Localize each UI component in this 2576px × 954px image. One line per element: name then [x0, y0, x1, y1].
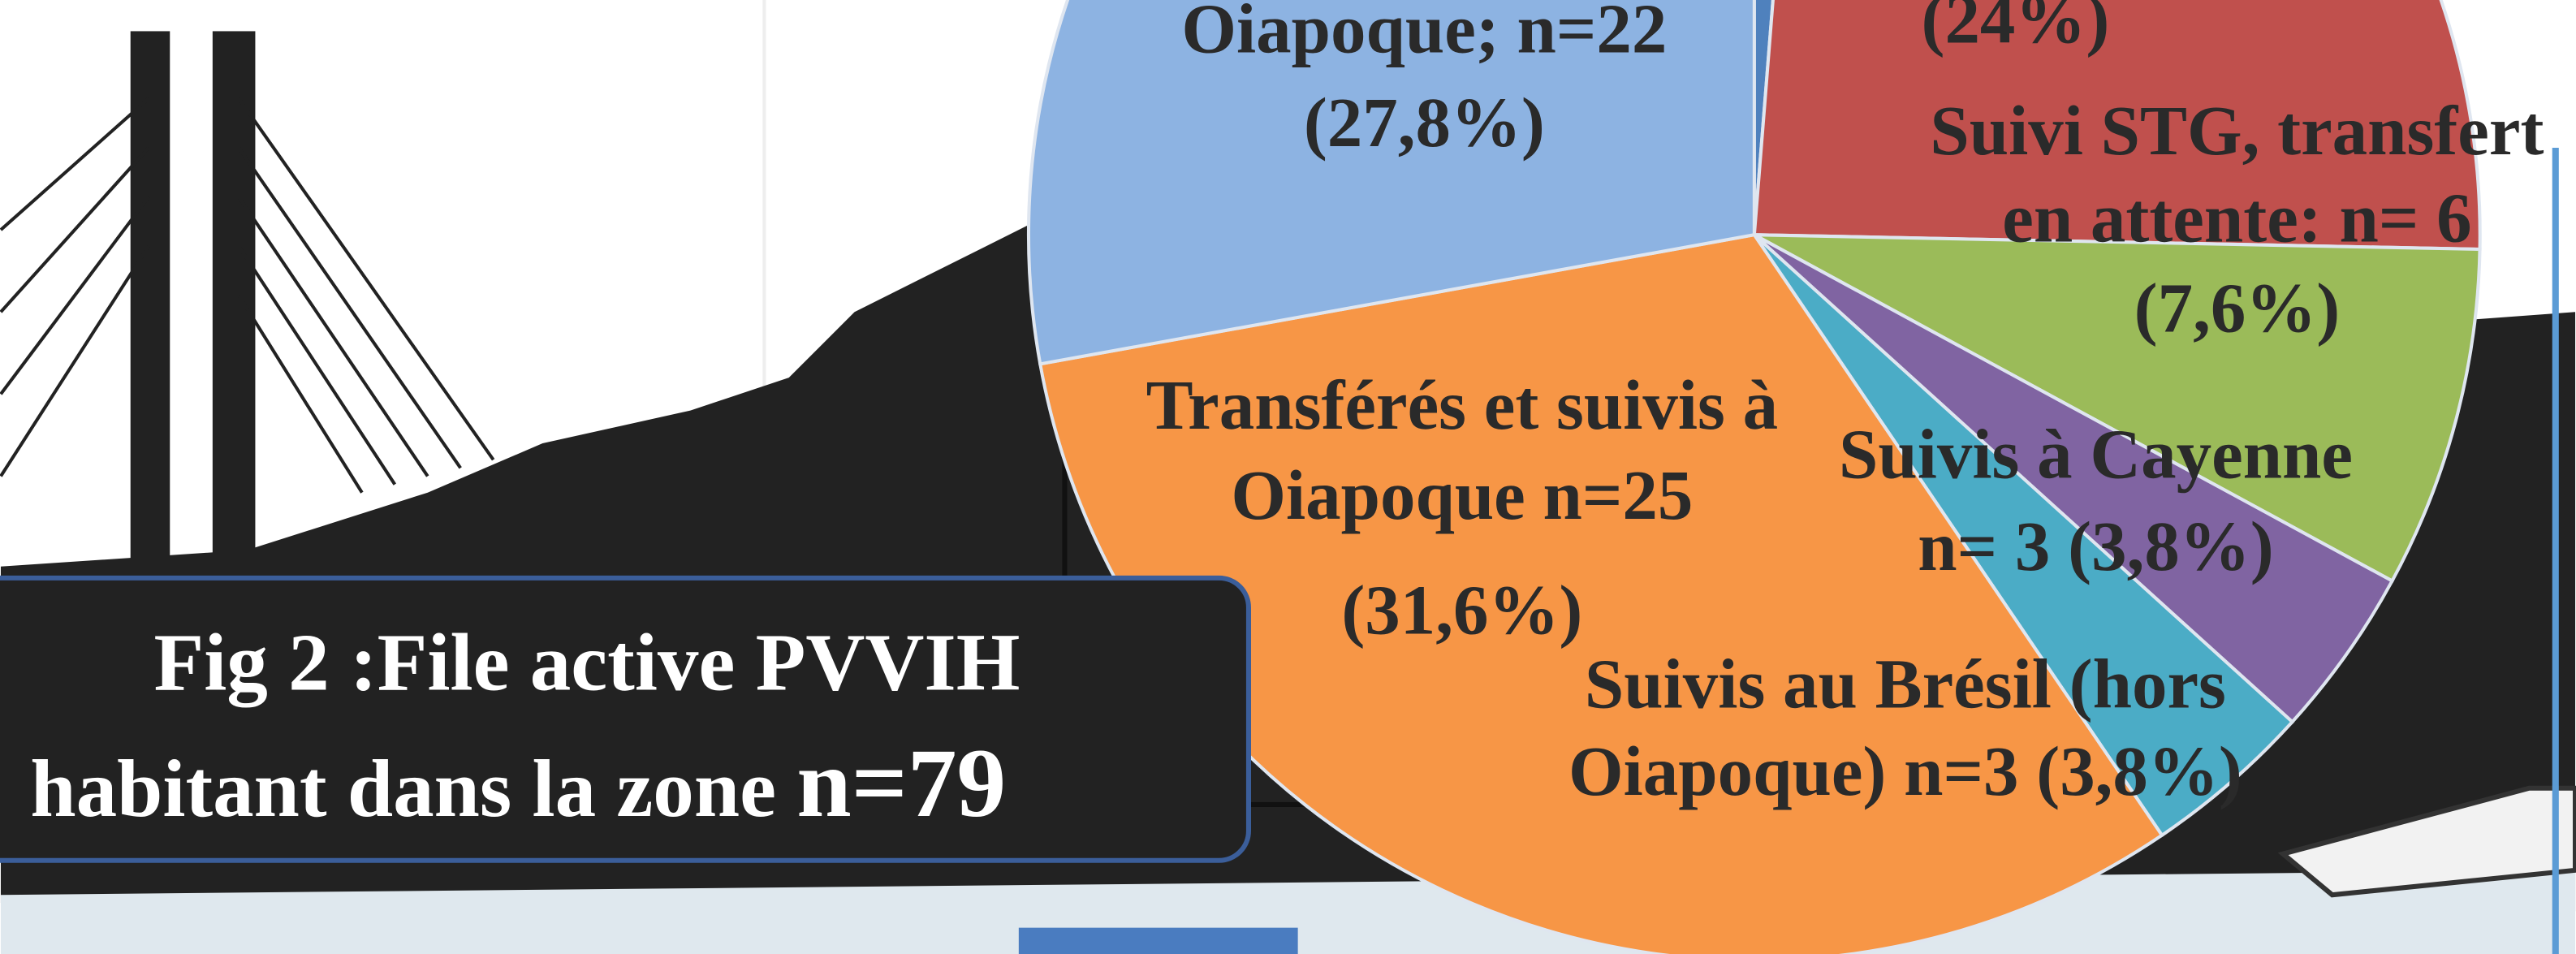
slice-label: Oiapoque; n=22 [1181, 0, 1667, 68]
slice-label: Transférés et suivis à [1146, 366, 1778, 444]
slice-label: (24%) [1921, 0, 2109, 58]
slice-label: Suivi STG, transfert [1930, 92, 2544, 170]
slice-label: Oiapoque) n=3 (3,8%) [1568, 732, 2242, 810]
caption-line: habitant dans la zone n=79 [30, 729, 1006, 838]
caption-n: n=79 [796, 729, 1006, 838]
slice-label: (31,6%) [1341, 572, 1582, 650]
footer-block [1019, 928, 1298, 954]
slice-label: (27,8%) [1304, 84, 1545, 162]
poster: (24%) Suivi STG, transfert en attente: n= … [0, 0, 2576, 954]
caption-line: habitant dans la zone [30, 743, 796, 834]
slice-label: n= 3 (3,8%) [1918, 507, 2273, 585]
slice-label: Oiapoque n=25 [1231, 456, 1693, 534]
slice-label: (7,6%) [2134, 270, 2341, 347]
slice-label: Suivis à Cayenne [1839, 416, 2353, 494]
slice-label: Suivis au Brésil (hors [1585, 645, 2226, 723]
slice-label: en attente: n= 6 [2002, 179, 2471, 257]
caption-line: Fig 2 :File active PVVIH [153, 616, 1020, 707]
